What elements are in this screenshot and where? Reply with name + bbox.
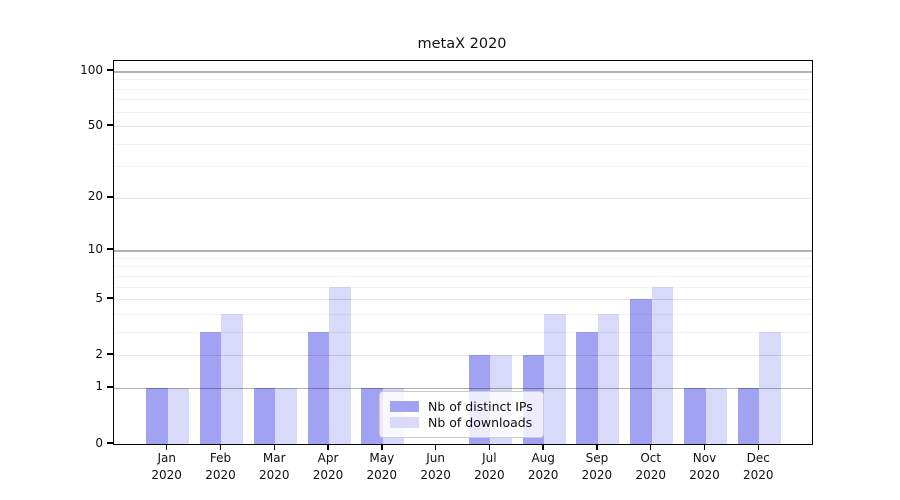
y-tick-label-2: 2 [95,346,103,361]
legend-swatch-distinct-ips [390,401,419,413]
y-tick-10 [107,248,113,250]
bar-sep-downloads [597,313,620,444]
legend-item-distinct-ips: Nb of distinct IPs [390,399,533,415]
bar-apr-downloads [329,286,351,444]
bar-jan-downloads [167,387,190,444]
gridline-80 [114,88,812,90]
x-tick-sep [596,444,598,450]
bar-apr-distinct-ips [307,331,330,444]
gridline-40 [114,143,812,145]
gridline-50 [114,126,812,128]
y-tick-100 [107,69,113,71]
x-tick-label-jun: Jun 2020 [420,451,451,482]
y-tick-label-0: 0 [95,435,103,450]
x-tick-label-sep: Sep 2020 [581,451,613,482]
gridline-20 [114,197,812,199]
y-tick-label-20: 20 [87,189,103,204]
y-tick-1 [107,386,113,388]
bar-mar-downloads [275,387,297,444]
chart-title: metaX 2020 [417,36,507,52]
x-tick-label-mar: Mar 2020 [258,451,290,482]
x-tick-label-apr: Apr 2020 [312,451,344,482]
x-tick-jul [488,444,491,450]
y-tick-label-100: 100 [80,62,103,77]
legend-swatch-downloads [390,416,419,428]
gridline-8 [114,266,812,268]
gridline-6 [114,286,812,288]
gridline-4 [114,313,812,315]
x-tick-feb [219,444,222,450]
y-tick-2 [107,353,113,355]
x-tick-label-nov: Nov 2020 [689,451,720,482]
bar-feb-downloads [221,313,243,444]
x-tick-jan [165,444,168,450]
y-tick-label-50: 50 [87,117,103,132]
x-tick-nov [703,444,706,450]
bar-aug-downloads [544,313,566,444]
y-tick-50 [107,124,113,126]
bar-jan-distinct-ips [146,387,168,444]
x-tick-dec [757,444,760,450]
gridline-100 [114,71,812,73]
x-tick-aug [542,444,544,450]
bar-dec-distinct-ips [737,387,760,444]
bar-may-distinct-ips [361,387,383,444]
gridline-90 [114,79,812,81]
bar-nov-downloads [705,387,727,444]
bar-dec-downloads [759,331,781,444]
x-tick-mar [273,444,275,450]
gridline-5 [114,299,812,301]
gridline-3 [114,331,812,333]
x-tick-label-may: May 2020 [366,451,398,482]
x-tick-oct [649,444,652,450]
bar-oct-downloads [651,286,674,444]
legend: Nb of distinct IPs Nb of downloads [379,391,544,438]
x-tick-label-aug: Aug 2020 [527,451,559,482]
x-tick-label-dec: Dec 2020 [742,451,774,482]
x-tick-label-oct: Oct 2020 [635,451,666,482]
gridline-30 [114,166,812,168]
bar-mar-distinct-ips [253,387,276,444]
bar-oct-distinct-ips [630,299,652,444]
legend-label-distinct-ips: Nb of distinct IPs [428,399,533,415]
y-tick-0 [107,442,113,444]
bar-sep-distinct-ips [576,331,598,444]
gridline-7 [114,275,812,277]
bar-nov-distinct-ips [684,387,706,444]
x-tick-apr [327,444,329,450]
gridline-10 [114,250,812,252]
x-tick-label-feb: Feb 2020 [205,451,236,482]
y-tick-label-1: 1 [95,379,103,394]
y-tick-5 [107,297,113,299]
gridline-60 [114,111,812,113]
plot-area: Nb of distinct IPs Nb of downloads [113,60,813,445]
legend-label-downloads: Nb of downloads [428,414,533,430]
gridline-9 [114,257,812,259]
x-tick-label-jan: Jan 2020 [151,451,182,482]
bar-feb-distinct-ips [199,331,222,444]
y-tick-20 [107,196,113,198]
gridline-70 [114,99,812,101]
legend-item-downloads: Nb of downloads [390,415,533,431]
x-tick-label-jul: Jul 2020 [474,451,505,482]
gridline-1 [114,387,812,390]
y-tick-label-10: 10 [87,241,103,256]
y-tick-label-5: 5 [95,290,103,305]
x-tick-may [381,444,383,450]
x-tick-jun [434,444,437,450]
gridline-2 [114,355,812,357]
